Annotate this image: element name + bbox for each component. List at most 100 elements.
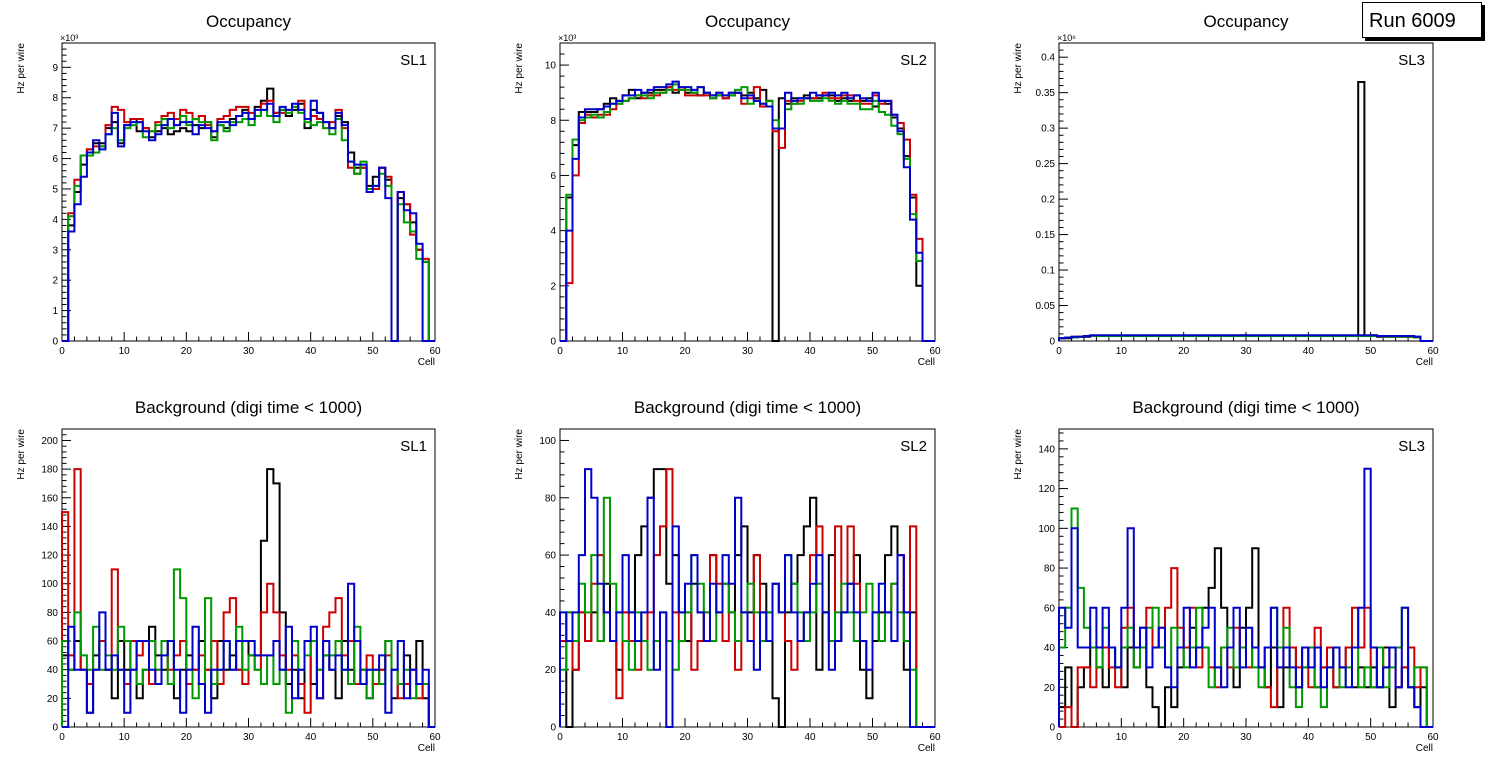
x-tick-label: 60 — [429, 732, 441, 743]
x-tick-label: 20 — [181, 346, 193, 357]
x-tick-label: 60 — [929, 346, 941, 357]
y-axis-title: Hz per wire — [1013, 429, 1024, 480]
y-tick-label: 80 — [1044, 564, 1056, 575]
y-tick-label: 120 — [41, 551, 58, 562]
x-tick-label: 10 — [1116, 732, 1128, 743]
y-tick-label: 40 — [1044, 643, 1056, 654]
x-tick-label: 10 — [119, 732, 131, 743]
y-tick-label: 0.4 — [1041, 53, 1055, 64]
x-tick-label: 0 — [59, 346, 65, 357]
x-tick-label: 30 — [742, 732, 754, 743]
series-blue-histogram — [62, 582, 435, 728]
superlayer-label: SL2 — [900, 438, 927, 455]
superlayer-label: SL2 — [900, 52, 927, 69]
y-tick-label: 140 — [1038, 444, 1055, 455]
y-tick-label: 3 — [52, 245, 58, 256]
x-tick-label: 60 — [429, 346, 441, 357]
y-tick-label: 0.05 — [1036, 301, 1056, 312]
y-tick-label: 80 — [545, 493, 557, 504]
chart-panel-5: Background (digi time < 1000) 0 10 20 30 40 50… — [514, 398, 941, 754]
x-tick-label: 40 — [305, 346, 317, 357]
x-tick-label: 20 — [679, 346, 691, 357]
y-tick-label: 10 — [545, 61, 557, 72]
y-tick-label: 8 — [52, 93, 58, 104]
x-tick-label: 20 — [1178, 732, 1190, 743]
y-tick-label: 40 — [47, 665, 59, 676]
y-tick-label: 0.15 — [1036, 230, 1056, 241]
chart-title: Occupancy — [705, 12, 791, 31]
x-tick-label: 60 — [1427, 346, 1439, 357]
x-tick-label: 60 — [929, 732, 941, 743]
x-tick-label: 10 — [1116, 346, 1128, 357]
chart-title: Background (digi time < 1000) — [135, 398, 362, 417]
y-tick-label: 140 — [41, 522, 58, 533]
y-tick-label: 7 — [52, 124, 58, 135]
superlayer-label: SL1 — [400, 438, 427, 455]
x-tick-label: 30 — [1240, 732, 1252, 743]
y-tick-label: 0 — [52, 723, 58, 734]
y-tick-label: 20 — [545, 665, 557, 676]
x-axis-title: Cell — [918, 743, 935, 754]
x-tick-label: 50 — [367, 346, 379, 357]
x-tick-label: 10 — [617, 346, 629, 357]
chart-panel-1: Occupancy 0 10 20 30 40 50 60 0 1 2 3 4 5 6 7 8 9 ×10³ Cell… — [16, 12, 441, 368]
y-tick-label: 60 — [545, 551, 557, 562]
x-tick-label: 60 — [1427, 732, 1439, 743]
x-axis-title: Cell — [418, 743, 435, 754]
x-tick-label: 40 — [804, 732, 816, 743]
series-blue-histogram — [1058, 467, 1433, 728]
y-axis-title: Hz per wire — [16, 429, 27, 480]
y-tick-label: 0.1 — [1041, 266, 1055, 277]
x-tick-label: 40 — [1303, 732, 1315, 743]
y-tick-label: 9 — [52, 63, 58, 74]
series-black-histogram — [1058, 81, 1433, 342]
x-tick-label: 10 — [119, 346, 131, 357]
y-tick-label: 20 — [47, 694, 59, 705]
y-tick-label: 120 — [1038, 484, 1055, 495]
series-blue-histogram — [1058, 334, 1433, 342]
chart-title: Occupancy — [1203, 12, 1289, 31]
x-axis-title: Cell — [1416, 743, 1433, 754]
y-tick-label: 0.2 — [1041, 195, 1055, 206]
superlayer-label: SL1 — [400, 52, 427, 69]
x-tick-label: 0 — [1056, 732, 1062, 743]
y-axis-title: Hz per wire — [514, 429, 525, 480]
x-tick-label: 30 — [742, 346, 754, 357]
chart-panel-6: Background (digi time < 1000) 0 10 20 30 40 50… — [1013, 398, 1439, 754]
y-tick-label: 100 — [41, 579, 58, 590]
x-tick-label: 50 — [867, 732, 879, 743]
x-tick-label: 20 — [181, 732, 193, 743]
chart-panel-4: Background (digi time < 1000) 0 10 20 30 40 50… — [16, 398, 441, 754]
y-tick-label: 0.3 — [1041, 124, 1055, 135]
x-tick-label: 30 — [243, 346, 255, 357]
y-tick-label: 6 — [52, 154, 58, 165]
y-axis-exponent: ×10³ — [558, 33, 576, 43]
series-black-histogram — [559, 468, 935, 728]
y-tick-label: 0.35 — [1036, 88, 1056, 99]
y-tick-label: 0 — [550, 723, 556, 734]
series-red-histogram — [560, 86, 935, 342]
x-tick-label: 50 — [1365, 732, 1377, 743]
y-tick-label: 100 — [1038, 524, 1055, 535]
y-tick-label: 5 — [52, 184, 58, 195]
x-tick-label: 50 — [867, 346, 879, 357]
superlayer-label: SL3 — [1398, 438, 1425, 455]
series-blue-histogram — [559, 468, 935, 728]
x-tick-label: 0 — [59, 732, 65, 743]
x-axis-title: Cell — [418, 357, 435, 368]
y-tick-label: 100 — [539, 436, 556, 447]
y-tick-label: 4 — [550, 226, 556, 237]
x-tick-label: 0 — [557, 732, 563, 743]
series-green-histogram — [560, 83, 935, 342]
y-tick-label: 60 — [47, 637, 59, 648]
y-tick-label: 2 — [550, 281, 556, 292]
x-tick-label: 0 — [557, 346, 563, 357]
x-tick-label: 20 — [679, 732, 691, 743]
y-axis-exponent: ×10⁶ — [1057, 33, 1076, 43]
x-tick-label: 30 — [1240, 346, 1252, 357]
y-tick-label: 0 — [52, 337, 58, 348]
chart-title: Occupancy — [206, 12, 292, 31]
y-tick-label: 1 — [52, 306, 58, 317]
chart-title: Background (digi time < 1000) — [1132, 398, 1359, 417]
